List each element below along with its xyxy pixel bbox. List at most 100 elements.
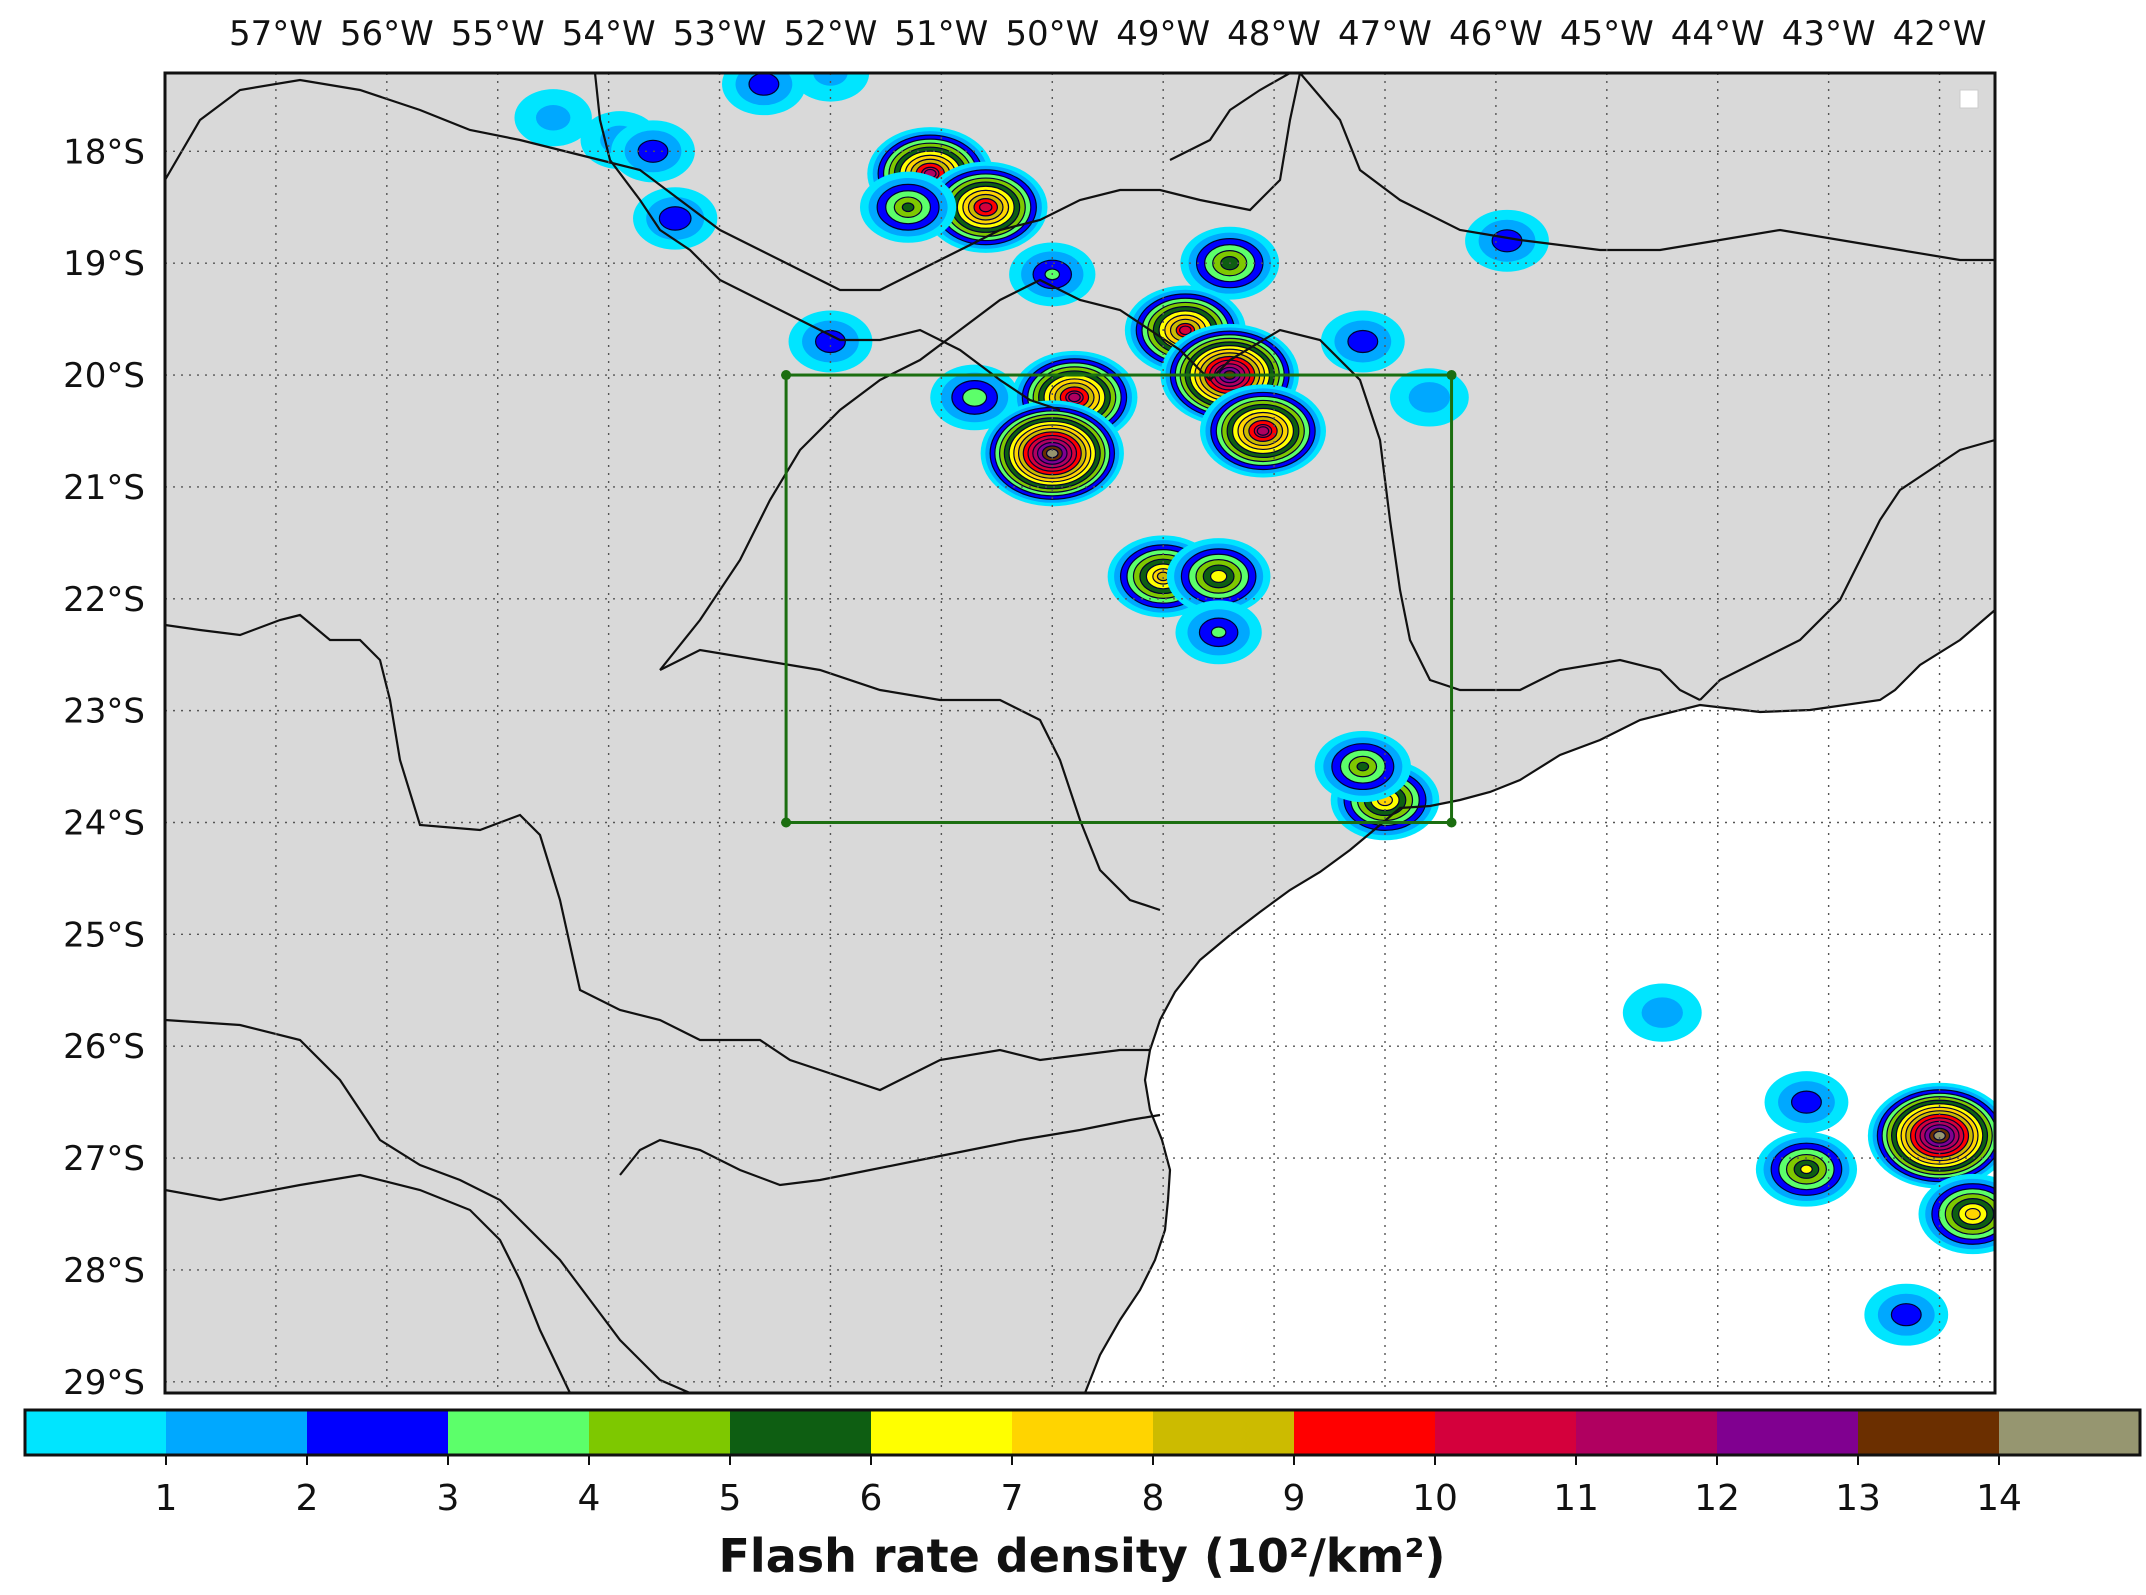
state-border-8 [1299,73,1995,262]
contour-level [1210,569,1228,583]
colorbar-tick-label: 6 [860,1478,883,1519]
latitude-label: 24°S [63,803,145,843]
contour-level [1179,325,1192,336]
flash-cell [1314,730,1411,803]
contour-level [1641,997,1683,1028]
flash-cell [1918,1173,1995,1255]
flash-cell [859,171,957,243]
colorbar-tick-label: 14 [1976,1478,2022,1519]
contour-level [1256,426,1270,436]
longitude-label: 45°W [1560,14,1654,54]
contour-level [1356,761,1370,772]
study-box-corner [781,370,792,381]
latitude-label: 19°S [63,244,145,284]
contour-level [1210,626,1227,639]
longitude-label: 51°W [894,14,988,54]
contour-level [814,329,846,354]
flash-cell [923,161,1048,253]
state-border-6 [659,278,1701,701]
flash-cell [1389,368,1469,427]
colorbar-swatch [589,1410,731,1455]
flash-density-cells [514,73,1995,1346]
latitude-labels: 18°S 19°S 20°S 21°S 22°S 23°S 24°S 25°S 26°S 27°S… [63,132,145,1403]
state-border-7 [165,73,1302,292]
contour-level [1800,1164,1813,1175]
latitude-label: 20°S [63,356,145,396]
state-border-9 [1699,438,1995,701]
colorbar [23,1408,2142,1457]
study-box-outline [784,373,1454,824]
colorbar-swatch [871,1410,1013,1455]
flash-cell [722,73,806,116]
colorbar-tick-label: 7 [1001,1478,1024,1519]
state-border-10 [593,73,1061,412]
longitude-label: 42°W [1893,14,1987,54]
colorbar-swatch [1012,1410,1154,1455]
latitude-label: 25°S [63,915,145,955]
colorbar-tick-label: 9 [1283,1478,1306,1519]
latitude-label: 22°S [63,580,145,620]
contour-level [1933,1130,1946,1141]
colorbar-swatch [1717,1410,1859,1455]
latitude-label: 26°S [63,1027,145,1067]
latitude-label: 28°S [63,1251,145,1291]
flash-cell [1330,759,1440,841]
colorbar-swatch [1294,1410,1436,1455]
colorbar-swatch [1153,1410,1295,1455]
colorbar-swatch [730,1410,872,1455]
colorbar-swatch [1999,1410,2141,1455]
contour-level [535,105,571,131]
colorbar-tick-label: 12 [1694,1478,1740,1519]
longitude-label: 44°W [1671,14,1765,54]
flash-cell [788,310,873,373]
flash-cell [930,364,1020,431]
flash-cell [1867,1082,1995,1189]
ocean-area [1085,610,1995,1393]
state-border-2 [165,1018,691,1393]
legend-placeholder-square [1959,89,1979,109]
contour-level [979,202,993,213]
colorbar-tick-label: 5 [719,1478,742,1519]
colorbar-tick-label: 13 [1835,1478,1881,1519]
colorbar-tick-label: 11 [1553,1478,1599,1519]
colorbar-tick-label: 4 [578,1478,601,1519]
gridlines [165,73,1995,1393]
longitude-label: 48°W [1227,14,1321,54]
latitude-label: 21°S [63,468,145,508]
flash-cell [1764,1071,1849,1134]
longitude-label: 49°W [1116,14,1210,54]
flash-cell [1755,1131,1858,1207]
contour-level [1068,392,1081,403]
longitude-label: 46°W [1449,14,1543,54]
colorbar-frame [23,1408,2142,1457]
contour-level [1890,1303,1922,1327]
study-box-corner [1446,370,1457,381]
study-box [781,370,1457,828]
flash-cell [1320,310,1405,373]
state-border-3 [165,1173,571,1393]
latitude-label: 27°S [63,1139,145,1179]
latitude-label: 29°S [63,1363,145,1403]
contour-level [748,73,780,96]
flash-cell [980,400,1124,507]
longitude-label: 53°W [673,14,767,54]
map-panel [165,73,1995,1393]
longitude-label: 54°W [562,14,656,54]
flash-cell [791,73,870,102]
flash-cell [1200,384,1326,478]
colorbar-swatch [1858,1410,2000,1455]
contour-level [813,73,848,86]
coastline [1083,609,1995,1393]
latitude-label: 23°S [63,692,145,732]
flash-cell [514,89,592,147]
flash-cell [1622,983,1702,1042]
contour-level [962,388,988,407]
longitude-label: 55°W [451,14,545,54]
colorbar-swatch [1435,1410,1577,1455]
colorbar-tick-label: 10 [1412,1478,1458,1519]
flash-cell [1465,209,1549,272]
contour-level [658,206,692,231]
study-box-corner [1446,817,1457,828]
longitude-label: 56°W [340,14,434,54]
